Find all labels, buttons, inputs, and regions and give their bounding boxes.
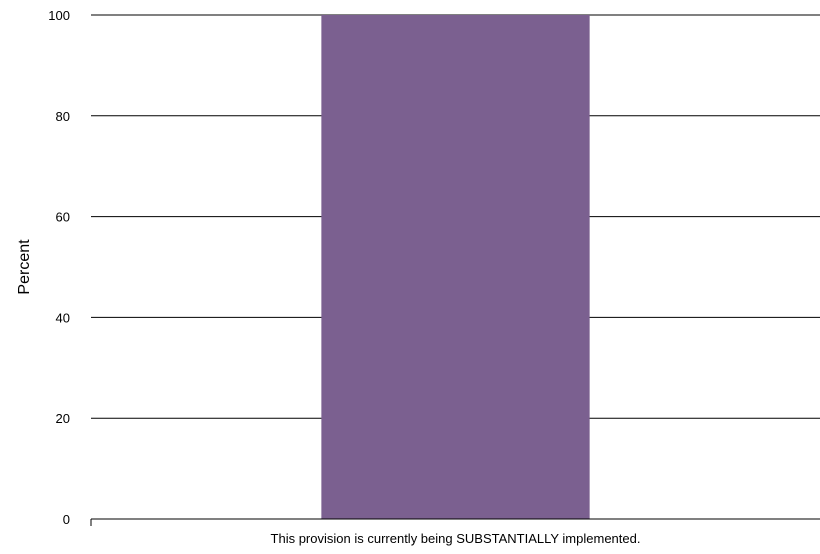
y-axis-title: Percent	[16, 239, 33, 295]
y-tick-label: 20	[56, 411, 70, 426]
x-category-label: This provision is currently being SUBSTA…	[271, 531, 641, 546]
y-tick-label: 40	[56, 310, 70, 325]
y-tick-label: 100	[48, 8, 70, 23]
y-tick-label: 80	[56, 109, 70, 124]
bars	[321, 15, 590, 519]
labels: Percent 0 20 40 60 80 100 This provision is cu…	[16, 8, 640, 546]
bar	[321, 15, 590, 519]
y-tick-label: 60	[56, 210, 70, 225]
y-tick-label: 0	[63, 512, 70, 527]
axes	[90, 518, 820, 526]
